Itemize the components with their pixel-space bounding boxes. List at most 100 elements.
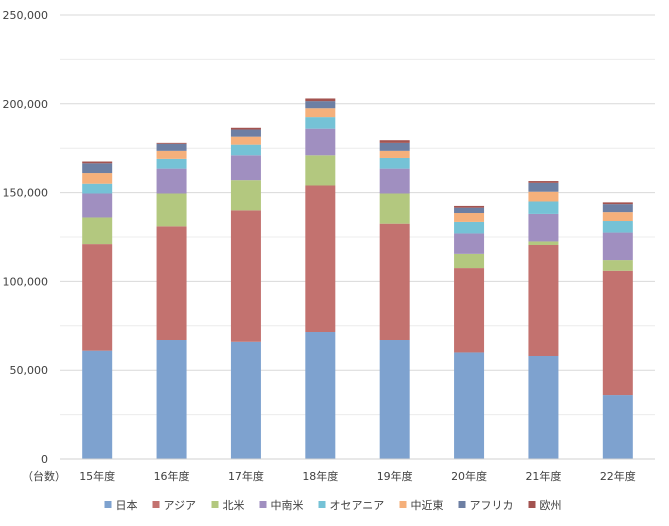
x-tick-label: 15年度 <box>79 469 115 483</box>
bar-segment <box>454 352 485 459</box>
bar-segment <box>156 142 187 144</box>
bar-segment <box>602 232 633 261</box>
y-tick-label: 200,000 <box>3 98 49 111</box>
y-tick-label: 50,000 <box>10 364 49 377</box>
legend-item: 日本 <box>104 498 138 512</box>
bar-segment <box>454 207 485 214</box>
bar-segment <box>230 127 261 130</box>
bar-segment <box>454 205 485 208</box>
legend-label: 欧州 <box>540 499 562 512</box>
bar-segment <box>528 241 559 245</box>
bar-segment <box>602 212 633 222</box>
legend-label: アフリカ <box>470 499 514 512</box>
legend-swatch <box>399 501 407 508</box>
bar-stack <box>379 140 410 459</box>
y-axis-tick-labels: 0 50,000 100,000 150,000 200,000 250,000 <box>3 9 49 466</box>
bar-segment <box>230 144 261 156</box>
bar-segment <box>602 204 633 213</box>
y-tick-label: 150,000 <box>3 187 49 200</box>
bar-segment <box>528 213 559 242</box>
legend-swatch <box>458 501 466 508</box>
bar-stack <box>230 127 261 459</box>
y-tick-label: 0 <box>41 453 48 466</box>
bar-stack <box>602 202 633 459</box>
legend-label: 中近東 <box>411 499 444 512</box>
bar-segment <box>230 341 261 459</box>
bar-segment <box>379 150 410 158</box>
y-tick-label: 250,000 <box>3 9 49 22</box>
bar-segment <box>305 185 336 333</box>
bar-segment <box>379 140 410 143</box>
bar-segment <box>528 201 559 214</box>
legend-swatch <box>104 501 112 508</box>
legend-item: オセアニア <box>318 499 385 512</box>
bar-segment <box>82 173 113 184</box>
bar-segment <box>379 340 410 459</box>
bar-segment <box>305 117 336 129</box>
bar-segment <box>379 168 410 194</box>
bar-segment <box>528 181 559 183</box>
bar-segment <box>454 213 485 222</box>
legend-label: 中南米 <box>271 499 304 512</box>
bar-segment <box>602 395 633 459</box>
bar-segment <box>156 168 187 194</box>
bar-segment <box>528 355 559 459</box>
legend-item: 欧州 <box>528 499 562 512</box>
bar-segment <box>305 108 336 118</box>
bar-segment <box>82 193 113 218</box>
bar-stack <box>528 181 559 459</box>
legend-label: 日本 <box>116 498 138 512</box>
bar-segment <box>305 101 336 109</box>
bar-segment <box>230 210 261 342</box>
bar-segment <box>528 191 559 202</box>
y-unit-label: （台数） <box>22 469 66 483</box>
legend-swatch <box>211 501 219 508</box>
bar-segment <box>156 158 187 169</box>
bar-segment <box>230 129 261 137</box>
x-tick-label: 16年度 <box>154 469 190 483</box>
bar-segment <box>156 340 187 459</box>
bar-segment <box>528 182 559 192</box>
bar-stack <box>156 142 187 459</box>
bar-segment <box>454 221 485 234</box>
x-tick-label: 18年度 <box>302 469 338 483</box>
bar-segment <box>602 260 633 271</box>
x-tick-label: 21年度 <box>525 469 561 483</box>
bar-segment <box>379 157 410 169</box>
bar-segment <box>156 226 187 341</box>
bar-segment <box>156 143 187 151</box>
legend-item: 中南米 <box>259 499 304 512</box>
bar-segment <box>156 193 187 227</box>
bar-segment <box>82 161 113 164</box>
legend-label: オセアニア <box>330 499 385 512</box>
bar-segment <box>230 155 261 181</box>
bar-segment <box>454 253 485 269</box>
bar-segment <box>454 233 485 254</box>
bar-stack <box>82 161 113 459</box>
legend-swatch <box>528 501 536 508</box>
bar-stacks <box>82 98 633 459</box>
x-tick-label: 22年度 <box>600 469 636 483</box>
legend-item: アフリカ <box>458 499 514 512</box>
x-tick-label: 19年度 <box>377 469 413 483</box>
bar-stack <box>454 205 485 459</box>
x-tick-label: 20年度 <box>451 469 487 483</box>
bar-segment <box>379 142 410 151</box>
legend-swatch <box>152 501 160 508</box>
bar-segment <box>379 193 410 224</box>
bar-segment <box>379 223 410 341</box>
bar-segment <box>82 244 113 351</box>
x-tick-label: 17年度 <box>228 469 264 483</box>
bar-segment <box>156 150 187 159</box>
bar-segment <box>82 183 113 194</box>
bar-segment <box>305 98 336 102</box>
legend-swatch <box>318 501 326 508</box>
legend-label: 北米 <box>223 499 245 512</box>
bar-segment <box>602 221 633 233</box>
legend-swatch <box>259 501 267 508</box>
bar-segment <box>305 155 336 186</box>
bar-segment <box>82 163 113 174</box>
legend-item: 北米 <box>211 499 245 512</box>
bar-segment <box>528 244 559 356</box>
